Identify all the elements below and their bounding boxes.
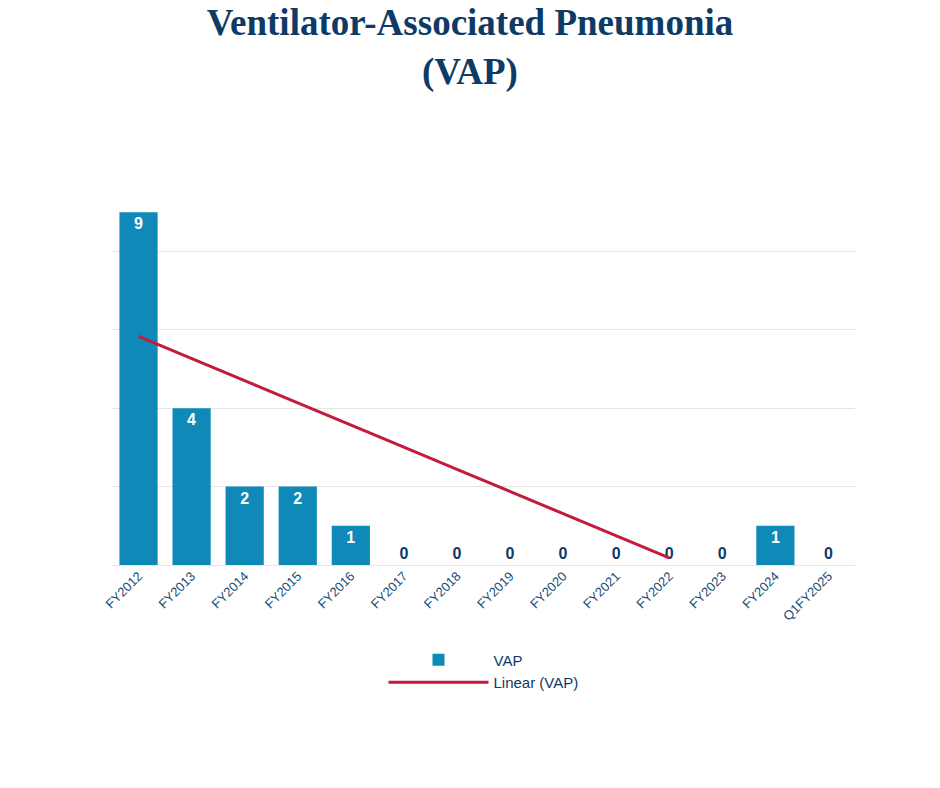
svg-text:0: 0 [718,545,727,562]
svg-text:Linear (VAP): Linear (VAP) [494,674,579,691]
svg-text:0: 0 [612,545,621,562]
svg-text:FY2022: FY2022 [633,569,676,612]
svg-text:FY2023: FY2023 [686,569,729,612]
svg-text:4: 4 [187,411,196,428]
svg-text:1: 1 [346,529,355,546]
svg-text:0: 0 [506,545,515,562]
svg-text:FY2020: FY2020 [527,569,570,612]
svg-text:0: 0 [452,545,461,562]
svg-text:Ventilator-Associated Pneumoni: Ventilator-Associated Pneumonia(VAP) [207,2,734,92]
svg-text:FY2019: FY2019 [474,569,517,612]
svg-text:FY2016: FY2016 [315,569,358,612]
svg-text:FY2015: FY2015 [262,569,305,612]
svg-text:0: 0 [559,545,568,562]
svg-text:FY2013: FY2013 [156,569,199,612]
svg-text:FY2024: FY2024 [739,569,782,612]
svg-text:FY2021: FY2021 [580,569,623,612]
svg-text:2: 2 [293,490,302,507]
svg-text:0: 0 [399,545,408,562]
svg-text:FY2017: FY2017 [368,569,411,612]
svg-text:FY2018: FY2018 [421,569,464,612]
svg-text:VAP: VAP [494,652,523,669]
svg-text:FY2012: FY2012 [102,569,145,612]
svg-text:0: 0 [824,545,833,562]
svg-text:Q1FY2025: Q1FY2025 [780,569,835,624]
svg-text:FY2014: FY2014 [209,569,252,612]
svg-text:9: 9 [134,215,143,232]
svg-text:2: 2 [240,490,249,507]
svg-text:0: 0 [665,545,674,562]
svg-text:1: 1 [771,529,780,546]
